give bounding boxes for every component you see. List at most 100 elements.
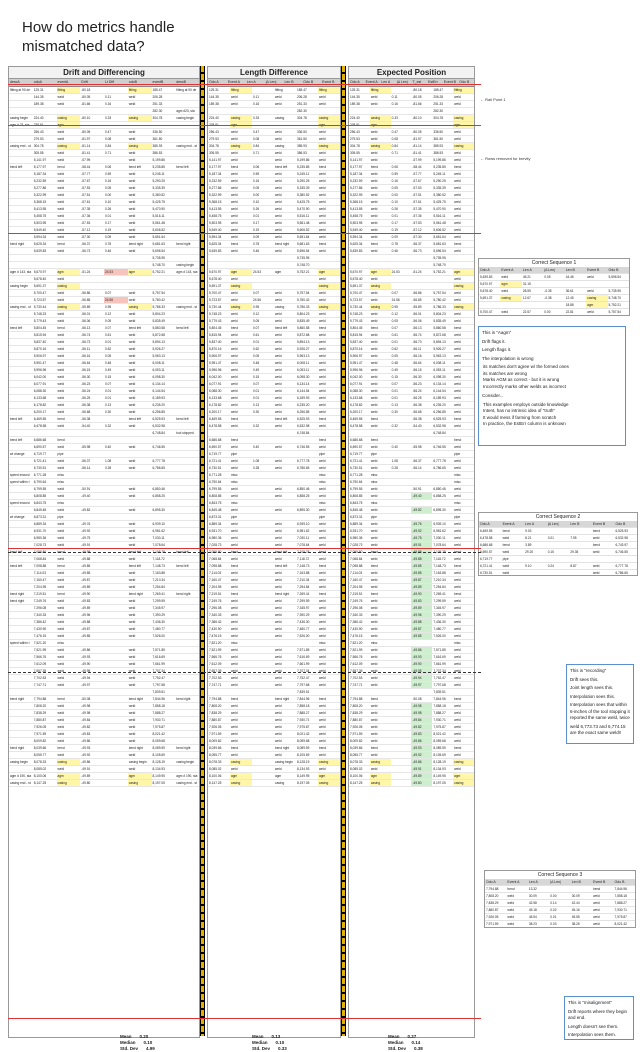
table-cell: 7,148.73 bbox=[433, 564, 446, 568]
table-row: 5,870.16 weld -56.11 0.62 weld 5,926.27 bbox=[9, 346, 199, 353]
table-cell: 6,256.85 bbox=[297, 410, 310, 414]
table-cell: weld bbox=[319, 711, 326, 715]
table-cell: weld bbox=[502, 564, 510, 568]
table-cell: 5,815.94 bbox=[33, 333, 47, 337]
table-cell bbox=[104, 626, 128, 632]
table-cell bbox=[104, 724, 128, 730]
note-recoding: This is "recording" Drift sees this. Joi… bbox=[566, 664, 634, 744]
table-cell: casing bbox=[500, 295, 522, 301]
table-cell: -56.68 bbox=[81, 410, 91, 414]
table-cell bbox=[175, 381, 199, 387]
table-cell: 0.95 bbox=[391, 305, 398, 309]
table-cell: weld bbox=[128, 543, 136, 547]
section-divider bbox=[8, 548, 481, 549]
table-cell: -57.30 bbox=[412, 235, 422, 239]
table-cell: 0.08 bbox=[253, 137, 260, 141]
table-cell bbox=[569, 570, 592, 576]
table-cell bbox=[391, 570, 412, 576]
table-cell bbox=[175, 444, 199, 450]
table-cell: weld bbox=[454, 704, 461, 708]
table-cell: 0.11 bbox=[253, 95, 259, 99]
table-cell: 7,930.71 bbox=[433, 718, 446, 722]
table-cell: 5,549.40 bbox=[209, 228, 222, 232]
table-cell: 7,269.41 bbox=[433, 592, 446, 596]
table-cell: weld bbox=[231, 508, 238, 512]
table-cell: 31.15 bbox=[522, 282, 531, 286]
table-cell bbox=[252, 451, 274, 457]
table-cell: -49.80 bbox=[411, 780, 433, 786]
table-row: 6,748.84 tool stopped bbox=[9, 430, 199, 437]
table-cell: 6,850.46 bbox=[433, 487, 446, 491]
table-cell: -56.73 bbox=[81, 340, 91, 344]
table-cell: 0.95 bbox=[253, 305, 260, 309]
table-cell: casing bbox=[318, 115, 340, 121]
table-cell: -54.40 bbox=[81, 424, 91, 428]
table-cell bbox=[9, 374, 33, 380]
note-bullet: This examples employs outside knowledge bbox=[483, 401, 569, 407]
table-cell: 206.28 bbox=[152, 95, 163, 99]
table-row: 7,747.71 weld -49.97 7,797.68 weld bbox=[349, 682, 474, 689]
table-cell: 7,971.59 bbox=[33, 732, 47, 736]
table-cell: weld bbox=[370, 627, 378, 631]
stat-value: 4.99 bbox=[146, 1046, 155, 1051]
table-cell: 7,844.96 bbox=[614, 887, 627, 891]
table-cell: weld bbox=[57, 389, 65, 393]
table-cell bbox=[391, 514, 412, 520]
table-cell: bend left bbox=[275, 165, 288, 169]
table-cell: weld bbox=[275, 487, 282, 491]
table-cell: 0.59 bbox=[253, 172, 260, 176]
table-cell: 7,839.51 bbox=[433, 690, 446, 694]
table-cell: -49.83 bbox=[411, 598, 433, 604]
table-cell: 6,235.20 bbox=[297, 403, 310, 407]
table-cell: 5,425.75 bbox=[433, 200, 446, 204]
table-cell: 8,128.19 bbox=[297, 760, 310, 764]
table-cell: 5,752.21 bbox=[433, 270, 446, 274]
table-cell: weld bbox=[275, 410, 282, 414]
table-cell: weld bbox=[231, 221, 238, 225]
table-row: 5,503.95 weld 0.17 weld 5,561.48 weld bbox=[208, 220, 340, 227]
table-cell: 6,098.30 bbox=[152, 375, 165, 379]
stat-label: Median bbox=[252, 1040, 268, 1045]
table-cell: -81.97 bbox=[81, 137, 91, 141]
column-header: Event B bbox=[443, 80, 457, 84]
table-cell: -56.73 bbox=[412, 340, 422, 344]
stat-row: Mean 0.13 bbox=[252, 1034, 287, 1040]
table-cell: 6,895.30 bbox=[433, 508, 446, 512]
table-cell bbox=[175, 234, 199, 240]
table-cell: bend bbox=[231, 326, 239, 330]
table-cell: bend right bbox=[176, 242, 191, 246]
stat-label: Median bbox=[388, 1040, 404, 1045]
table-cell: 42.44 bbox=[571, 901, 580, 905]
table-cell bbox=[175, 339, 199, 345]
table-cell: weld bbox=[231, 655, 238, 659]
table-cell bbox=[391, 500, 412, 506]
table-cell: weld bbox=[231, 648, 238, 652]
table-cell: weld bbox=[275, 375, 282, 379]
table-cell: 6,939.10 bbox=[297, 522, 310, 526]
table-cell: 7,797.68 bbox=[433, 683, 446, 687]
table-row: 279.53 weld -81.97 0.08 weld 361.50 bbox=[9, 136, 199, 143]
table-cell: weld bbox=[370, 179, 378, 183]
table-cell: fitting at 90 de bbox=[176, 88, 197, 92]
table-cell: 0.48 bbox=[253, 361, 260, 365]
table-cell: -49.90 bbox=[81, 592, 91, 596]
table-cell: 5,606.52 bbox=[297, 228, 310, 232]
column-header: Len B bbox=[565, 268, 575, 272]
table-cell bbox=[274, 437, 296, 443]
table-cell: -56.38 bbox=[412, 403, 422, 407]
table-cell: weld bbox=[275, 235, 282, 239]
table-cell bbox=[565, 281, 586, 287]
table-cell: -49.96 bbox=[81, 613, 91, 617]
table-row: 5,141.97 weld -57.99 weld 5,199.86 bbox=[9, 157, 199, 164]
table-cell: weld bbox=[57, 221, 65, 225]
table-cell: 5,380.52 bbox=[152, 193, 165, 197]
table-cell bbox=[349, 430, 370, 436]
table-cell: 5,835.49 bbox=[433, 319, 446, 323]
table-cell bbox=[252, 528, 274, 534]
table-cell: agm bbox=[369, 773, 391, 779]
table-cell: weld bbox=[319, 214, 326, 218]
table-cell bbox=[252, 640, 274, 646]
table-cell: weld bbox=[370, 228, 378, 232]
table-cell: 0.07 bbox=[105, 382, 112, 386]
table-cell: 5,730.44 bbox=[209, 305, 222, 309]
